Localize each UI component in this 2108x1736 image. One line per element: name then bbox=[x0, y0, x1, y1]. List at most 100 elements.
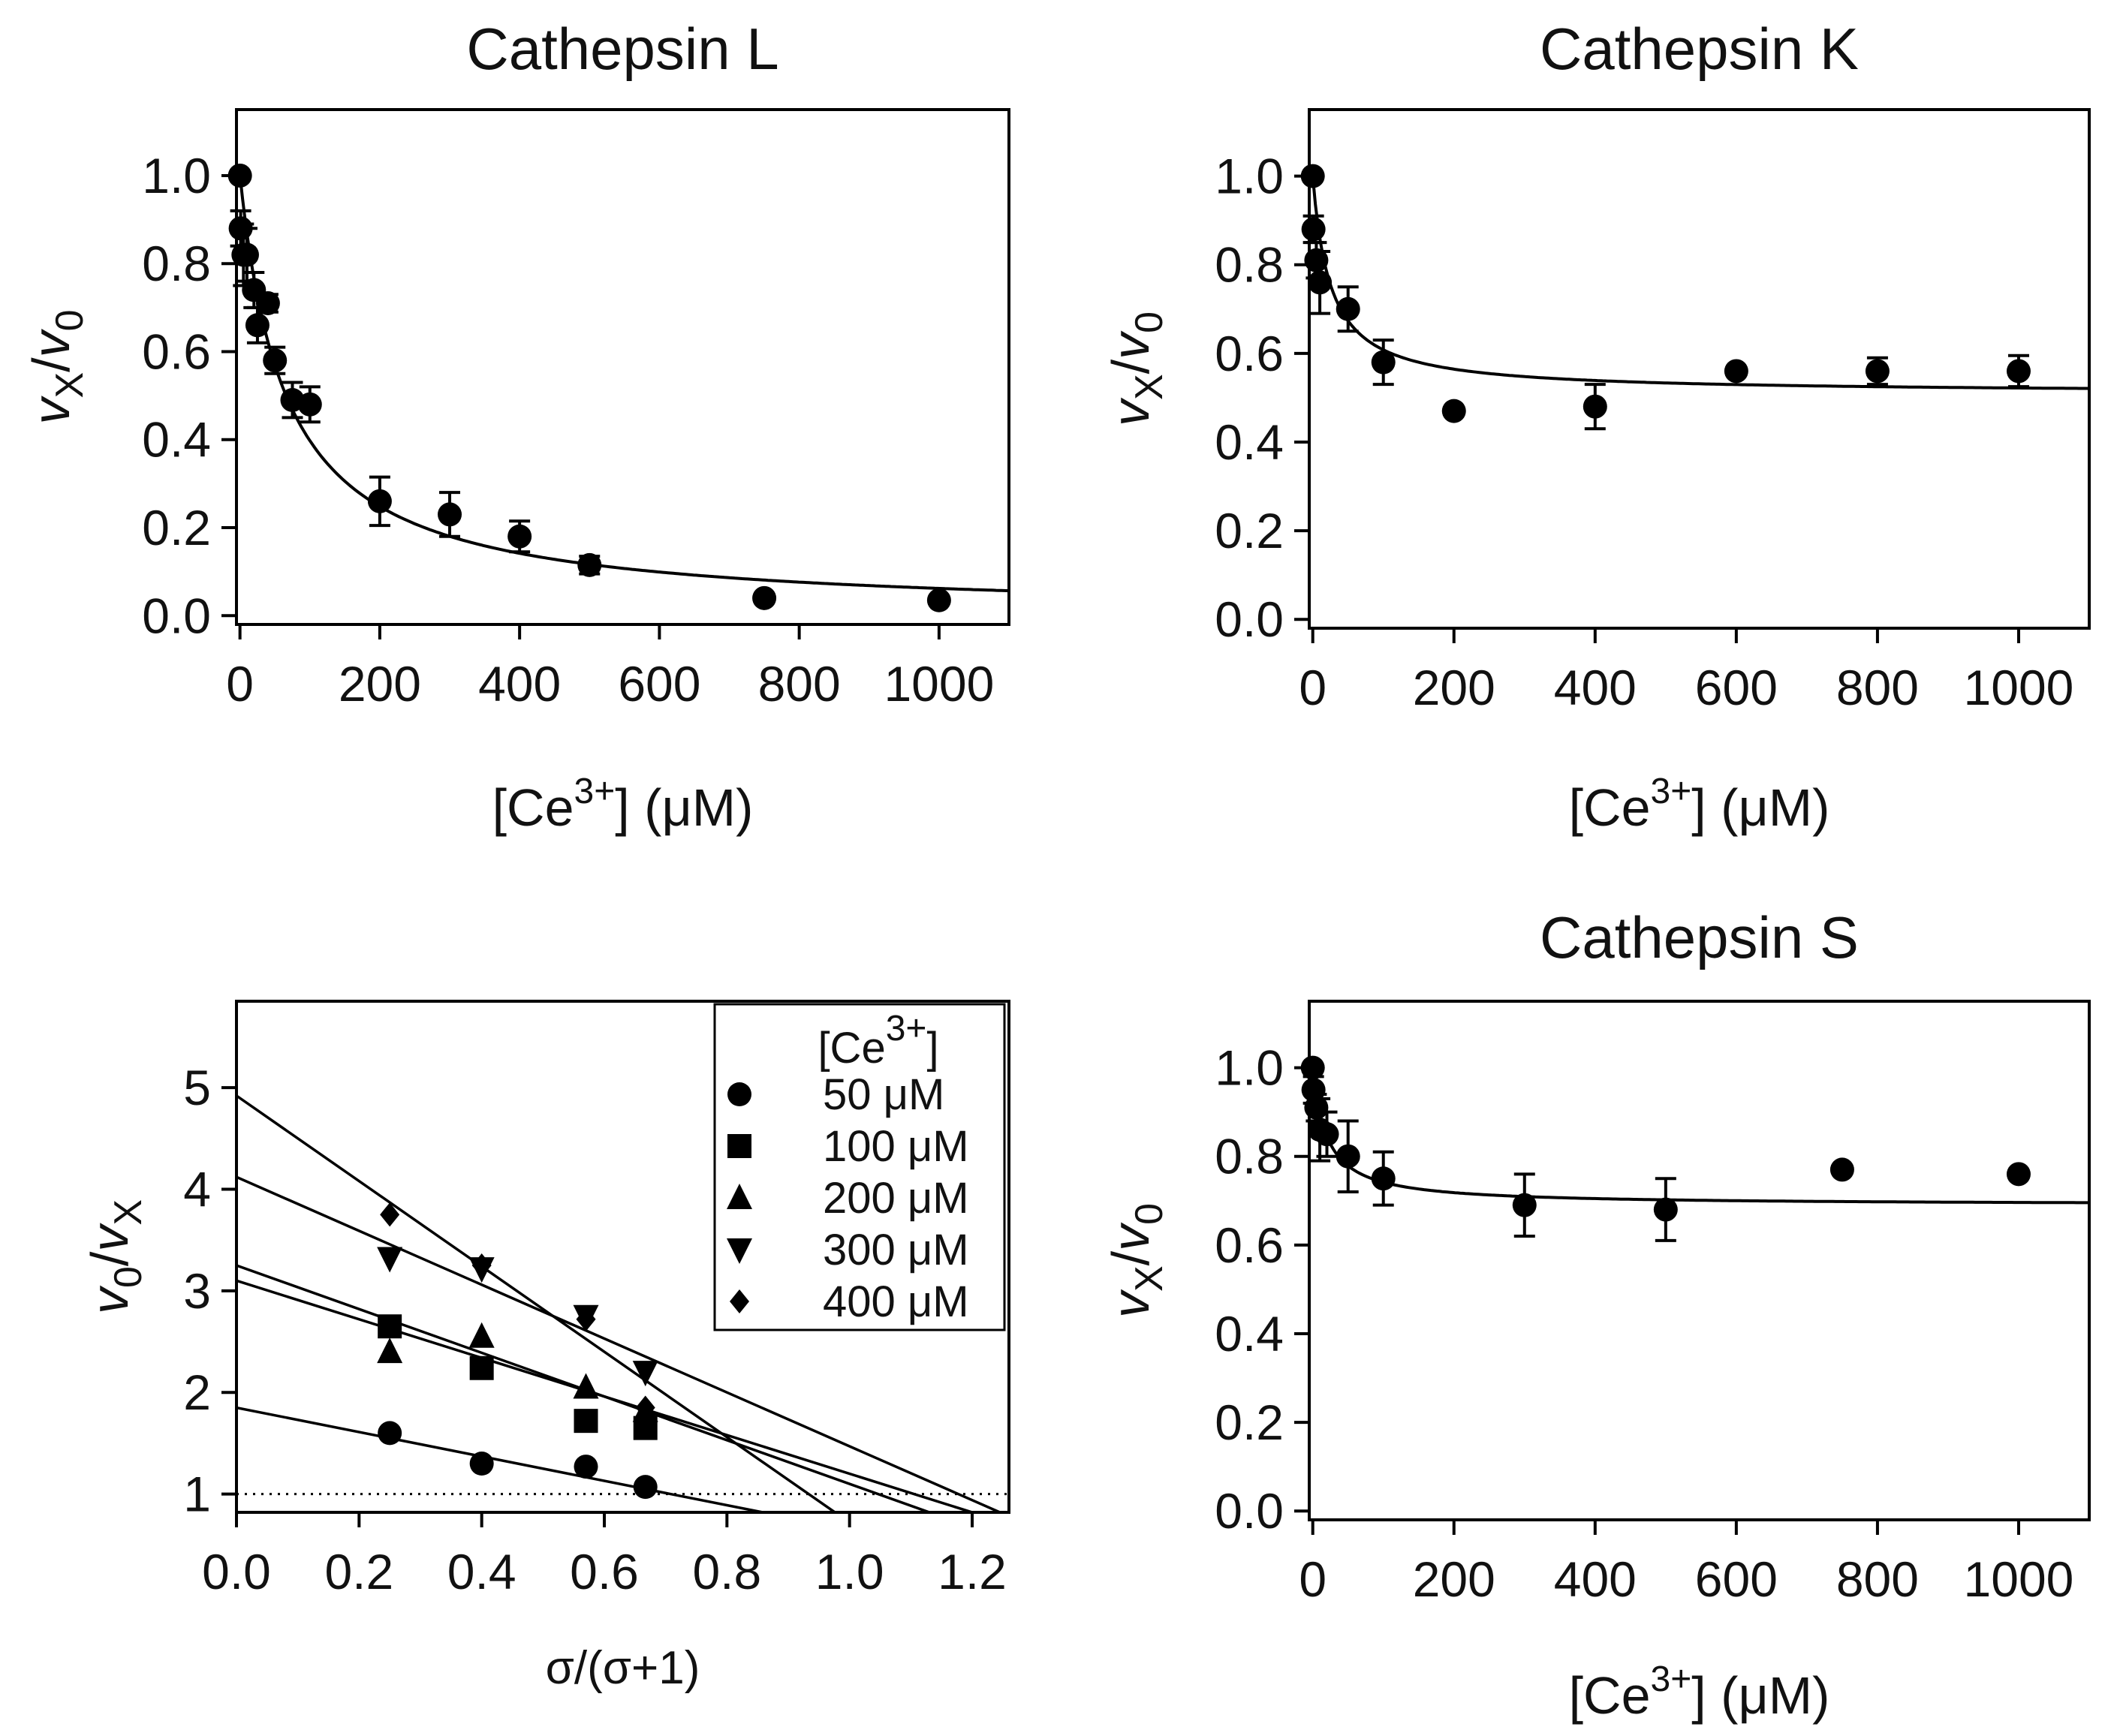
x-tick-label: 400 bbox=[1554, 660, 1637, 715]
data-point bbox=[438, 502, 462, 527]
chart-panel-K: Cathepsin K 0 200 400 600 800 1000 0.0 0.2 0.4 0.6… bbox=[1101, 16, 2091, 837]
legend-title: [Ce3+] bbox=[818, 1009, 938, 1073]
chart-panel-S: Cathepsin S 0 200 400 600 800 1000 0.0 0.2 0.4 0.6… bbox=[1101, 904, 2091, 1725]
data-point bbox=[576, 1307, 596, 1331]
label-ce: [Ce bbox=[1569, 778, 1651, 837]
y-tick-label: 5 bbox=[183, 1060, 211, 1115]
data-point bbox=[1724, 359, 1748, 384]
y-axis-label: v0/vX bbox=[80, 1199, 150, 1314]
ylabel-sub2: 0 bbox=[48, 309, 92, 331]
x-axis-label: [Ce3+] (μM) bbox=[1569, 1659, 1830, 1725]
chart-title: Cathepsin K bbox=[1540, 16, 1859, 82]
label-units: ] (μM) bbox=[615, 778, 753, 837]
x-tick-label: 600 bbox=[618, 656, 700, 712]
y-tick-label: 1 bbox=[183, 1467, 211, 1522]
ylabel-var1: v bbox=[80, 1285, 139, 1314]
ylabel-var1: v bbox=[1101, 1289, 1160, 1318]
ylabel-var2: v bbox=[1101, 1222, 1160, 1251]
x-tick-label: 200 bbox=[1413, 660, 1495, 715]
ylabel-sub1: X bbox=[1128, 1265, 1171, 1292]
y-tick-label: 0.0 bbox=[1215, 591, 1284, 647]
chart-title: Cathepsin S bbox=[1540, 904, 1859, 970]
x-tick-label: 1000 bbox=[1964, 1551, 2074, 1607]
ylabel-sub2: 0 bbox=[1128, 311, 1171, 333]
data-point bbox=[2006, 359, 2031, 384]
ylabel-var1: v bbox=[22, 396, 80, 425]
chart-panel-L: Cathepsin L 0 200 400 600 800 1000 0.0 0.2 0.4 0.6… bbox=[22, 16, 1010, 837]
legend-entry: 400 μM bbox=[823, 1277, 969, 1326]
x-axis-label: σ/(σ+1) bbox=[546, 1642, 700, 1694]
data-point bbox=[1653, 1197, 1678, 1222]
data-point bbox=[1301, 217, 1326, 242]
legend-entry: 100 μM bbox=[823, 1122, 969, 1171]
series-1 bbox=[236, 1279, 977, 1512]
x-tick-label: 600 bbox=[1695, 1551, 1778, 1607]
x-tick-label: 400 bbox=[478, 656, 561, 712]
y-tick-label: 1.0 bbox=[1215, 149, 1284, 204]
y-tick-label: 0.6 bbox=[142, 323, 211, 379]
data-point bbox=[577, 552, 602, 577]
x-tick-label: 800 bbox=[1836, 1551, 1919, 1607]
data-point bbox=[263, 348, 288, 373]
data-point bbox=[1583, 394, 1607, 419]
label-superscript: 3+ bbox=[574, 772, 616, 811]
y-tick-label: 0.8 bbox=[1215, 1129, 1284, 1184]
ylabel-var2: v bbox=[1101, 330, 1160, 360]
y-axis-label: vX/v0 bbox=[22, 309, 92, 424]
y-axis-label: vX/v0 bbox=[1101, 311, 1171, 426]
x-tick-label: 600 bbox=[1695, 660, 1778, 715]
data-point bbox=[469, 1355, 494, 1380]
data-point bbox=[469, 1452, 494, 1476]
legend-marker bbox=[727, 1238, 752, 1264]
data-point bbox=[1371, 1166, 1396, 1191]
data-point bbox=[574, 1409, 598, 1434]
data-point bbox=[378, 1421, 402, 1446]
data-point bbox=[1300, 1055, 1325, 1080]
data-point bbox=[1336, 296, 1360, 321]
y-tick-label: 0.0 bbox=[1215, 1483, 1284, 1539]
y-tick-label: 0.6 bbox=[1215, 326, 1284, 381]
y-tick-label: 0.8 bbox=[142, 236, 211, 291]
y-tick-label: 0.2 bbox=[142, 500, 211, 555]
x-tick-label: 0.8 bbox=[692, 1544, 761, 1599]
label-units: ] (μM) bbox=[1691, 1666, 1829, 1725]
data-point bbox=[377, 1247, 403, 1273]
x-tick-label: 0.0 bbox=[202, 1544, 271, 1599]
plot-frame bbox=[1308, 108, 2091, 630]
x-tick-label: 0.6 bbox=[570, 1544, 639, 1599]
data-point bbox=[377, 1337, 403, 1364]
data-point bbox=[574, 1455, 598, 1479]
data-point bbox=[1829, 1157, 1854, 1182]
label-units: ] (μM) bbox=[1691, 778, 1829, 837]
ylabel-slash: / bbox=[22, 357, 80, 372]
x-tick-label: 400 bbox=[1554, 1551, 1637, 1607]
data-point bbox=[926, 588, 951, 612]
label-ce: [Ce bbox=[492, 778, 574, 837]
y-tick-label: 1.0 bbox=[142, 148, 211, 203]
data-point bbox=[507, 524, 532, 549]
label-superscript: 3+ bbox=[886, 1009, 927, 1049]
x-tick-label: 200 bbox=[1413, 1551, 1495, 1607]
regression-line bbox=[236, 1094, 838, 1512]
label-superscript: 3+ bbox=[1651, 1659, 1692, 1699]
ylabel-sub1: 0 bbox=[107, 1266, 150, 1288]
data-point bbox=[1865, 359, 1890, 384]
y-tick-label: 1.0 bbox=[1215, 1040, 1284, 1096]
data-point bbox=[635, 1395, 655, 1420]
chart-panel-Dixon: 0.0 0.2 0.4 0.6 0.8 1.0 1.212345v0/vXσ/(σ+1)[C… bbox=[80, 1000, 1010, 1694]
x-tick-label: 0 bbox=[1299, 1551, 1327, 1607]
x-tick-label: 800 bbox=[1836, 660, 1919, 715]
y-tick-label: 0.4 bbox=[1215, 1306, 1284, 1361]
legend-entry: 50 μM bbox=[823, 1070, 944, 1119]
series-0 bbox=[236, 1406, 769, 1512]
ylabel-slash: / bbox=[80, 1251, 139, 1266]
regression-line bbox=[236, 1175, 1004, 1512]
data-point bbox=[1512, 1193, 1537, 1217]
x-tick-label: 200 bbox=[339, 656, 421, 712]
series-4 bbox=[236, 1094, 838, 1512]
data-point bbox=[1314, 1122, 1339, 1147]
data-point bbox=[367, 489, 392, 513]
plot-frame bbox=[235, 108, 1010, 626]
data-point bbox=[1300, 164, 1325, 188]
